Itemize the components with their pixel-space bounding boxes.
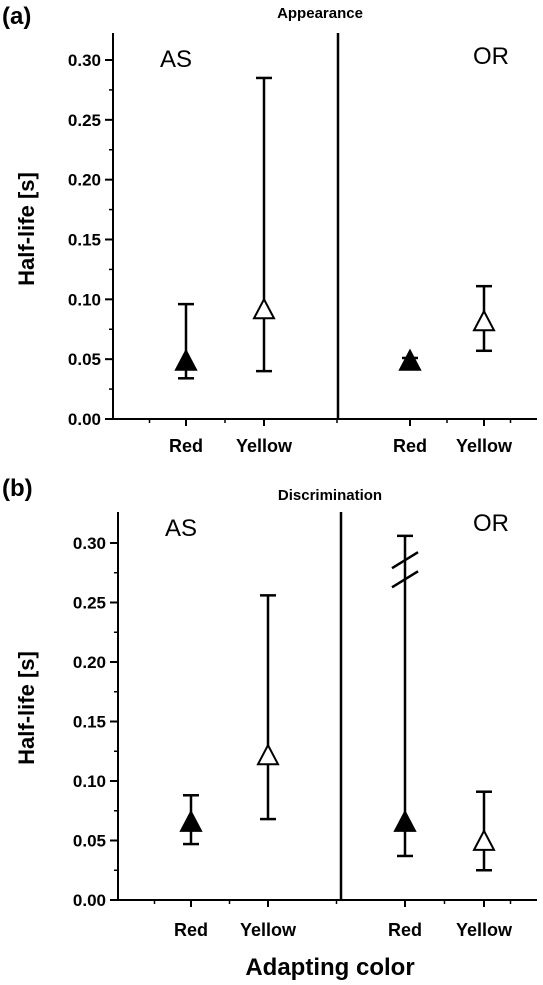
panel-a-group-as-label: AS bbox=[160, 46, 192, 73]
panel-b-or-yellow-open-triangle-marker bbox=[472, 828, 496, 851]
panel-a-as-red-filled-triangle-marker bbox=[174, 348, 198, 371]
panel-b-y-tick-label: 0.05 bbox=[73, 832, 106, 851]
panel-a-title: Appearance bbox=[277, 5, 363, 22]
panel-a-or-yellow-category-label: Yellow bbox=[456, 436, 513, 456]
panel-a-group-or-label: OR bbox=[473, 43, 509, 70]
panel-a-y-tick-label: 0.15 bbox=[68, 231, 101, 250]
panel-b-or-yellow-category-label: Yellow bbox=[456, 920, 513, 940]
panel-b-or-red-axis-break-mark bbox=[391, 570, 419, 589]
panel-a-as-red-category-label: Red bbox=[169, 436, 203, 456]
panel-b-or-red-category-label: Red bbox=[388, 920, 422, 940]
panel-a-y-tick-label: 0.00 bbox=[68, 410, 101, 429]
panel-b-group-as-label: AS bbox=[165, 515, 197, 542]
panel-b-as-red-category-label: Red bbox=[174, 920, 208, 940]
panel-b-y-tick-label: 0.20 bbox=[73, 653, 106, 672]
panel-a-as-yellow-open-triangle-marker bbox=[252, 297, 276, 320]
panel-b-as-red-filled-triangle-marker bbox=[179, 809, 203, 832]
panel-b-y-axis-title: Half-life [s] bbox=[14, 651, 39, 765]
panel-a-y-axis-title: Half-life [s] bbox=[14, 172, 39, 286]
panel-b-letter: (b) bbox=[2, 475, 33, 502]
panel-a-y-tick-label: 0.05 bbox=[68, 350, 101, 369]
panel-b-y-tick-label: 0.30 bbox=[73, 534, 106, 553]
panel-a-letter: (a) bbox=[2, 3, 31, 30]
panel-a-or-red-filled-triangle-marker bbox=[398, 348, 422, 371]
panel-b-as-yellow-open-triangle-marker bbox=[256, 743, 280, 766]
panel-b-y-tick-label: 0.10 bbox=[73, 772, 106, 791]
panel-a-or-red-category-label: Red bbox=[393, 436, 427, 456]
panel-b-title: Discrimination bbox=[278, 487, 382, 504]
panel-a-plot: 0.00 0.05 0.10 0.15 0.20 0.25 0.30 Red Yellow Red… bbox=[68, 33, 537, 456]
x-axis-title: Adapting color bbox=[245, 954, 414, 981]
panel-b-y-tick-label: 0.00 bbox=[73, 891, 106, 910]
panel-a-or-yellow-open-triangle-marker bbox=[472, 309, 496, 332]
panel-b-or-red-filled-triangle-marker bbox=[393, 809, 417, 832]
panel-b-as-yellow-category-label: Yellow bbox=[240, 920, 297, 940]
panel-b-y-tick-label: 0.15 bbox=[73, 713, 106, 732]
panel-a-y-tick-label: 0.25 bbox=[68, 111, 101, 130]
panel-a-y-tick-label: 0.10 bbox=[68, 290, 101, 309]
panel-b-group-or-label: OR bbox=[473, 510, 509, 537]
panel-b-y-tick-label: 0.25 bbox=[73, 594, 106, 613]
panel-b-plot: 0.00 0.05 0.10 0.15 0.20 0.25 0.30 Red Yellow Red… bbox=[73, 512, 537, 940]
panel-a-y-tick-label: 0.30 bbox=[68, 51, 101, 70]
panel-a-y-tick-label: 0.20 bbox=[68, 171, 101, 190]
panel-a-as-yellow-category-label: Yellow bbox=[236, 436, 293, 456]
panel-b-or-red-axis-break-mark bbox=[391, 551, 419, 570]
